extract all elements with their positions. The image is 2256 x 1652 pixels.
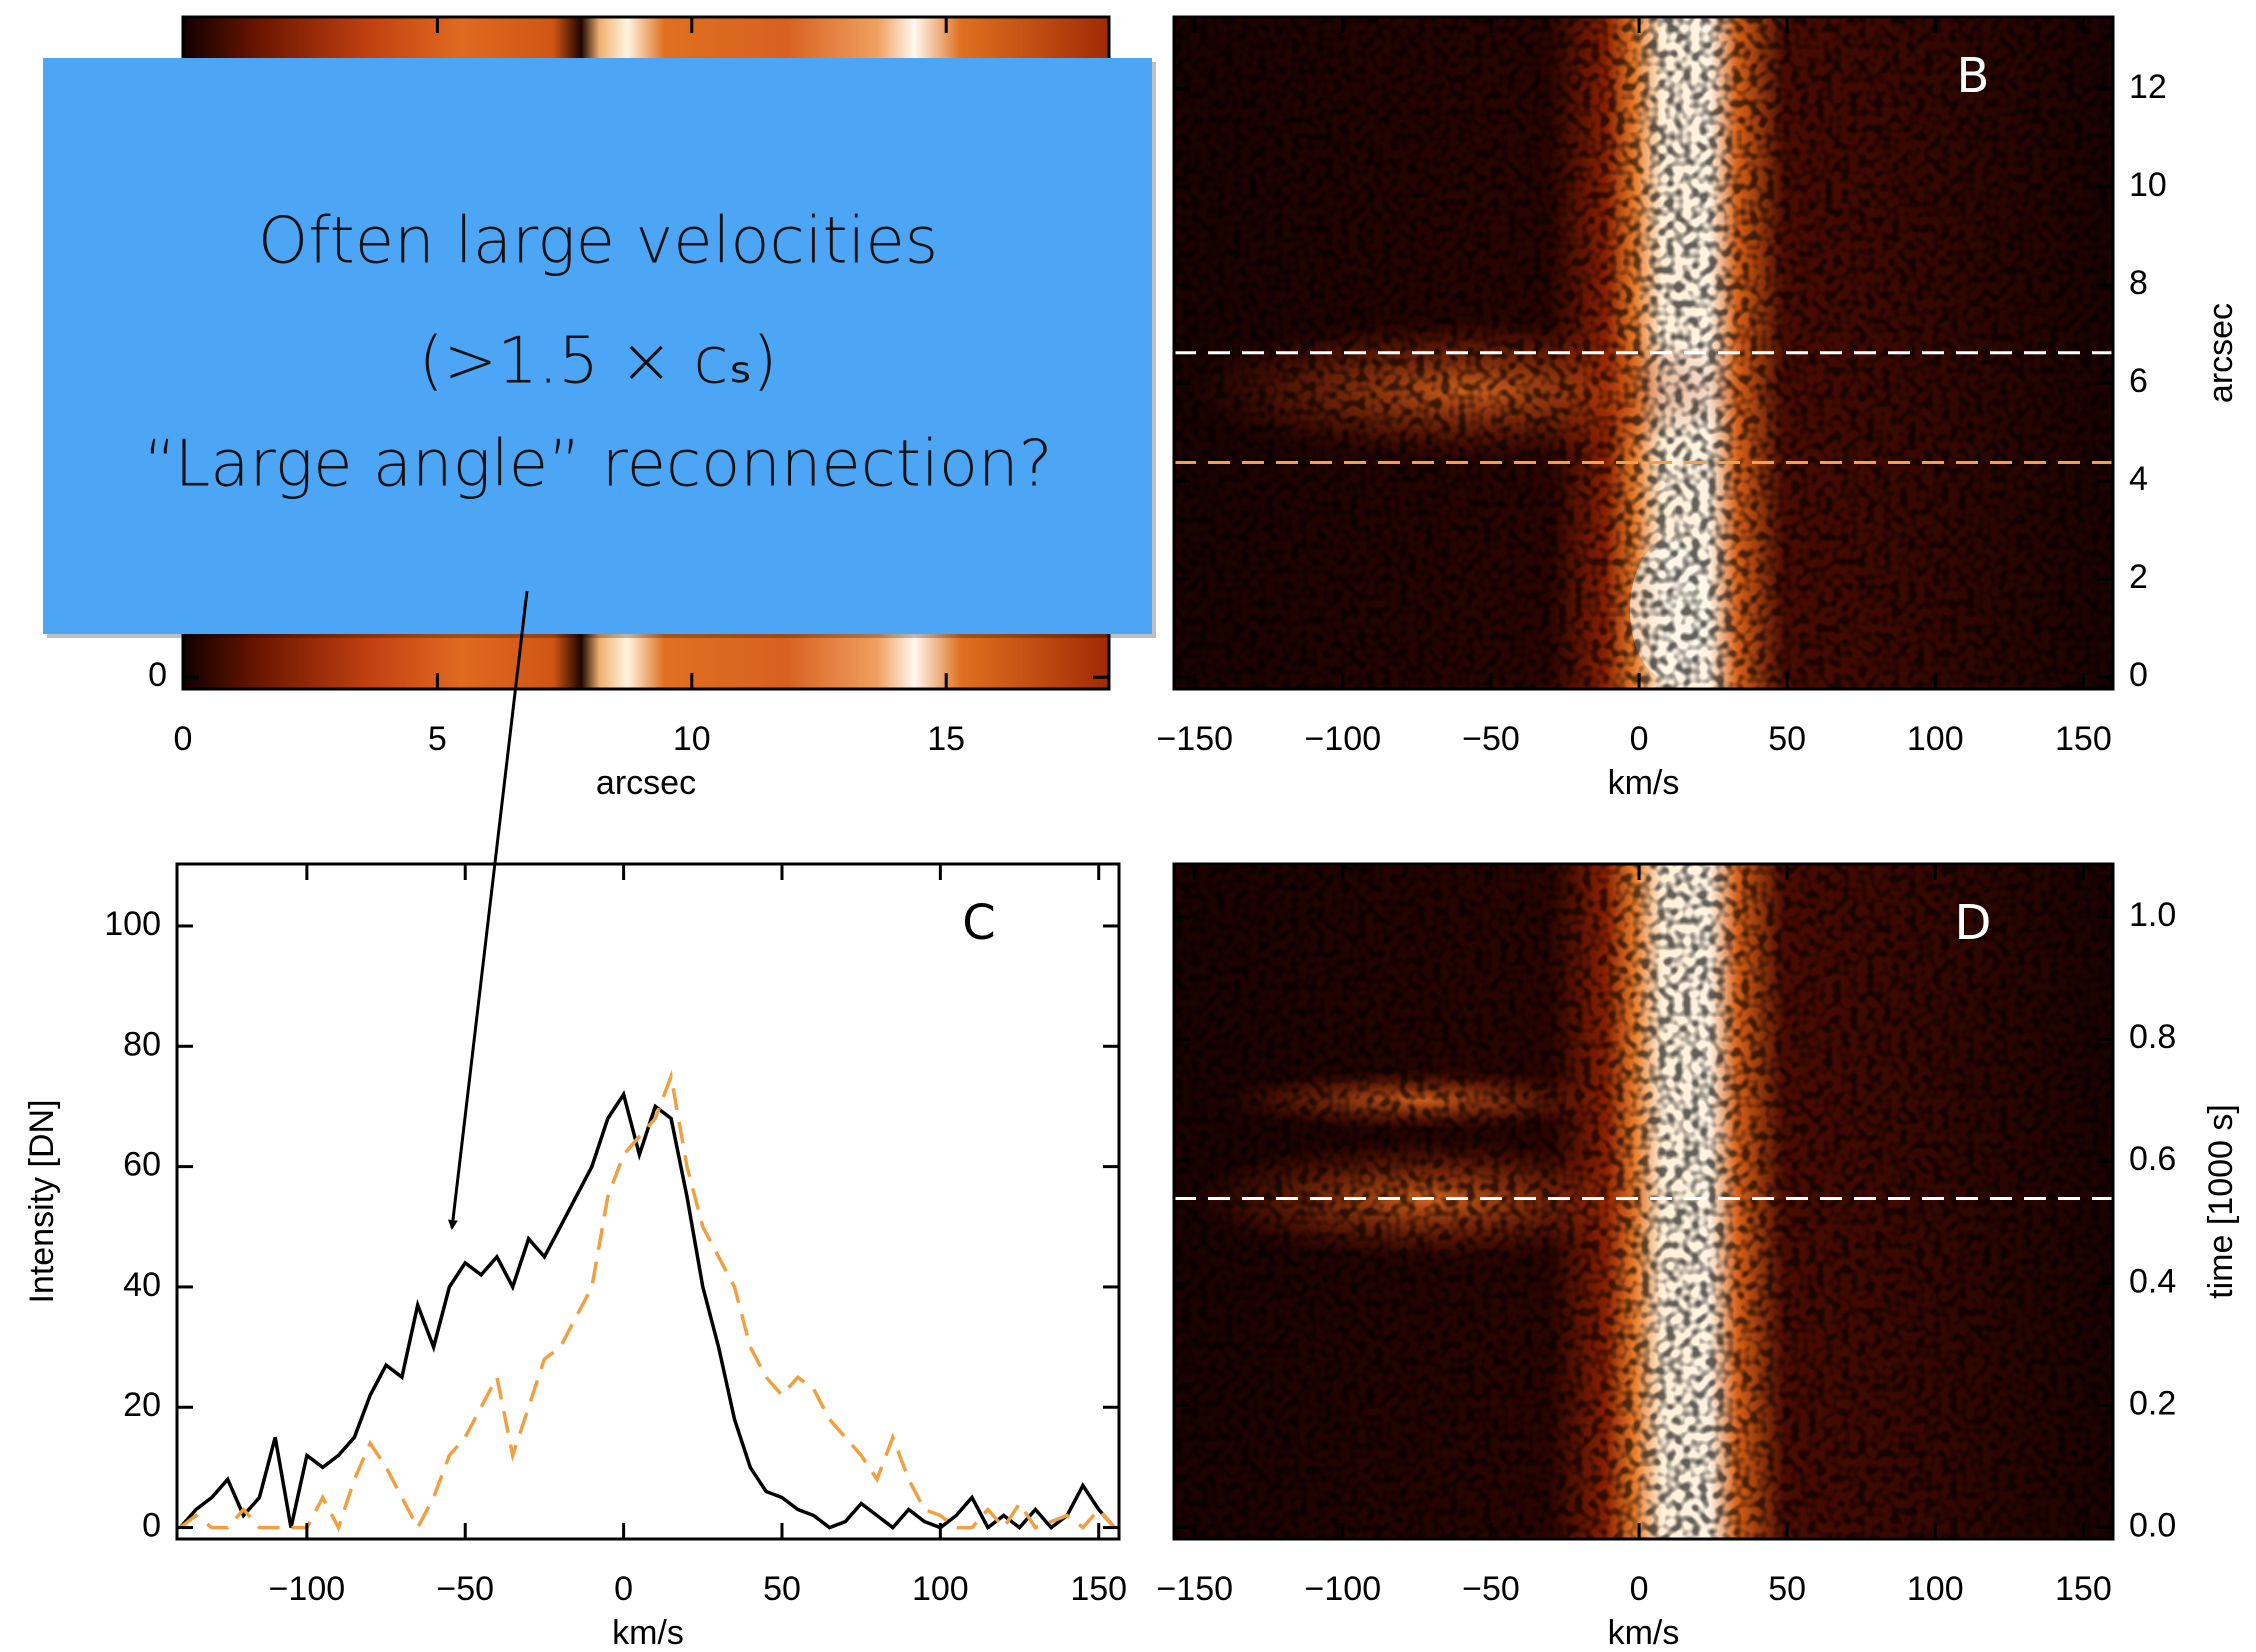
y-tick-label: 10 [2129, 166, 2167, 204]
y-tick-label: 0 [2129, 656, 2148, 694]
x-tick-label: 0 [1630, 1570, 1649, 1608]
callout: Often large velocities (>1.5 × cₛ) “Larg… [43, 58, 1156, 1230]
y-tick-label: 100 [104, 905, 161, 943]
y-tick-label: 1.0 [2129, 896, 2176, 934]
x-axis-label: km/s [612, 1614, 684, 1652]
y-tick-label: 40 [123, 1266, 161, 1304]
y-tick-label: 20 [123, 1386, 161, 1424]
x-axis-label: km/s [1608, 764, 1680, 802]
y-tick-label: 0.8 [2129, 1018, 2176, 1056]
y-tick-label: 6 [2129, 362, 2148, 400]
x-tick-label: −100 [1305, 1570, 1382, 1608]
y-axis-label: Intensity [DN] [23, 1099, 61, 1303]
y-tick-label: 0 [148, 656, 167, 694]
x-tick-label: −100 [269, 1570, 346, 1608]
x-tick-label: 0 [614, 1570, 633, 1608]
x-tick-label: 5 [428, 720, 447, 758]
y-tick-label: 2 [2129, 558, 2148, 596]
x-tick-label: 150 [2055, 720, 2112, 758]
y-tick-label: 0.2 [2129, 1384, 2176, 1422]
y-tick-label: 8 [2129, 264, 2148, 302]
panel-letter: B [1957, 48, 1990, 104]
x-tick-label: 100 [1907, 1570, 1964, 1608]
y-tick-label: 0.6 [2129, 1140, 2176, 1178]
y-axis-label: arcsec [2202, 303, 2240, 403]
x-tick-label: 0 [174, 720, 193, 758]
x-tick-label: 150 [1070, 1570, 1127, 1608]
plot-frame [175, 862, 1121, 1541]
panel-letter: C [962, 895, 996, 951]
x-tick-label: 0 [1630, 720, 1649, 758]
x-tick-label: 50 [763, 1570, 801, 1608]
x-tick-label: −50 [1462, 720, 1520, 758]
x-tick-label: −50 [1462, 1570, 1520, 1608]
x-tick-label: −100 [1305, 720, 1382, 758]
callout-line: (>1.5 × cₛ) [419, 325, 778, 399]
y-tick-label: 12 [2129, 68, 2167, 106]
data-line [178, 1090, 1116, 1531]
x-tick-label: 150 [2055, 1570, 2112, 1608]
panel-letter: D [1955, 895, 1992, 951]
x-tick-label: 50 [1768, 1570, 1806, 1608]
y-tick-label: 0 [142, 1507, 161, 1545]
x-tick-label: 100 [1907, 720, 1964, 758]
plot-frame [1172, 15, 2115, 691]
data-line [179, 1069, 1116, 1533]
x-tick-label: 10 [673, 720, 711, 758]
x-tick-label: 15 [927, 720, 965, 758]
x-tick-label: 100 [912, 1570, 969, 1608]
callout-box [43, 58, 1152, 634]
y-tick-label: 80 [123, 1025, 161, 1063]
y-tick-label: 0.0 [2129, 1506, 2176, 1544]
x-tick-label: −150 [1156, 720, 1233, 758]
x-tick-label: 50 [1768, 720, 1806, 758]
x-axis-label: km/s [1608, 1614, 1680, 1652]
x-tick-label: −150 [1156, 1570, 1233, 1608]
callout-line: Often large velocities [258, 205, 938, 279]
y-axis-label: time [1000 s] [2202, 1104, 2240, 1299]
y-tick-label: 0.4 [2129, 1262, 2176, 1300]
plot-frame [1172, 862, 2115, 1541]
y-tick-label: 60 [123, 1146, 161, 1184]
x-axis-label: arcsec [596, 764, 696, 802]
y-tick-label: 4 [2129, 460, 2148, 498]
noise [1174, 864, 2113, 1539]
callout-line: “Large angle” reconnection? [143, 428, 1052, 502]
arrow [447, 590, 529, 1230]
x-tick-label: −50 [436, 1570, 494, 1608]
